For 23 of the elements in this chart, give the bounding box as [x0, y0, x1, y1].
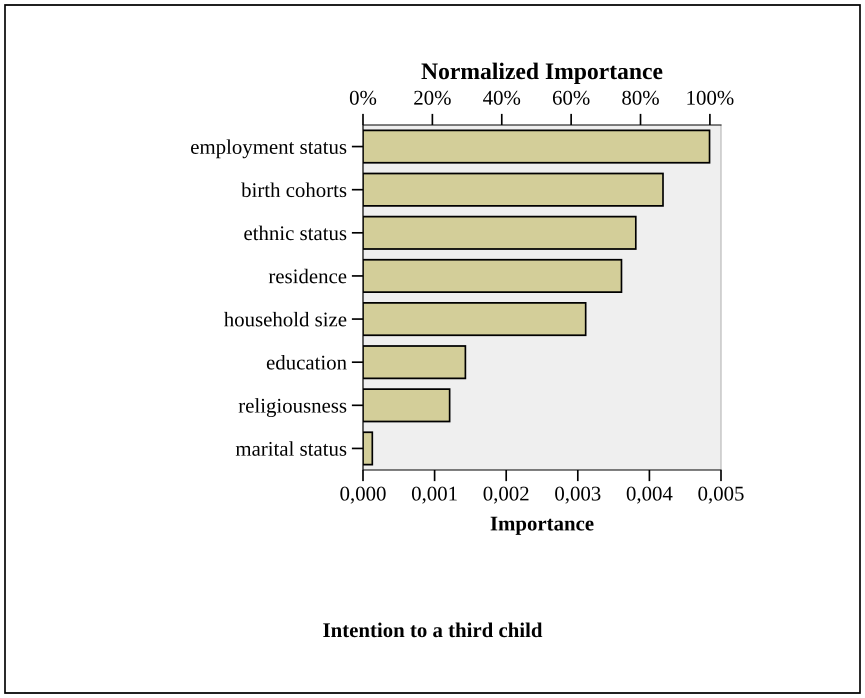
x-tick-label: 0,003 [555, 486, 600, 504]
x2-axis-title: Normalized Importance [421, 62, 662, 84]
x2-tick-label: 80% [622, 90, 659, 105]
x2-tick-label: 60% [552, 90, 590, 105]
y-tick-label: religiousness [238, 398, 346, 418]
x-tick-label: 0,001 [412, 486, 457, 504]
y-tick-label: household size [224, 312, 346, 326]
x2-tick-label: 100% [687, 90, 734, 105]
x2-tick-label: 40% [483, 90, 520, 105]
y-tick-label: employment status [191, 139, 346, 158]
x2-tick-label: 0% [350, 90, 376, 105]
y-tick-label: marital status [236, 441, 346, 456]
x-tick-label: 0,000 [340, 486, 386, 504]
x-tick-label: 0,002 [484, 486, 528, 504]
y-tick-label: education [266, 354, 347, 370]
x-axis-title: Importance [490, 516, 594, 535]
x-tick-label: 0,005 [698, 486, 744, 504]
y-tick-label: birth cohorts [241, 182, 346, 198]
x2-tick-label: 20% [414, 90, 451, 105]
text: Intention to a third child [323, 622, 542, 638]
y-tick-label: residence [268, 268, 346, 284]
x-tick-label: 0,004 [626, 486, 673, 504]
y-tick-label: ethnic status [244, 226, 346, 240]
